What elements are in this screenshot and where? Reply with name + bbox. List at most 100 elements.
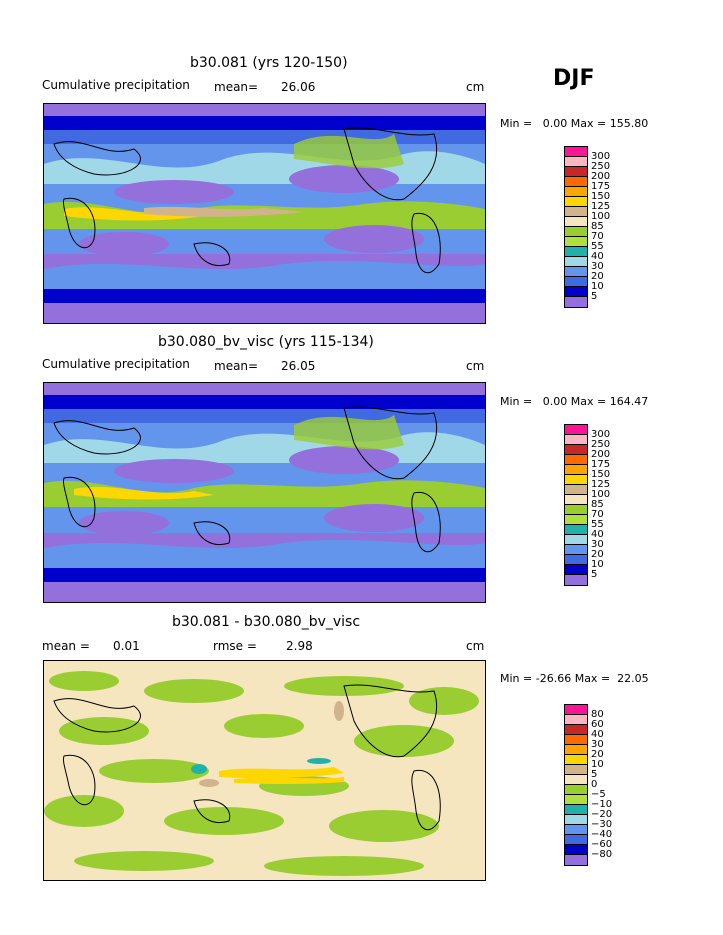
- panel-3-title: b30.081 - b30.080_bv_visc: [172, 614, 361, 630]
- colorbar-tick-label: 5: [591, 291, 598, 302]
- colorbar-swatch: [565, 705, 587, 715]
- colorbar-swatch: [565, 535, 587, 545]
- panel-3-difference-map: [43, 660, 486, 881]
- colorbar-tick-label: 30: [591, 739, 604, 750]
- panel-1-colorbar-labels: 300 250 200 175 150 125 100 85 70 55 40 30 20 10 5: [591, 152, 610, 302]
- panel-3-mean-value: 0.01: [113, 639, 140, 653]
- colorbar-swatch: [565, 765, 587, 775]
- panel-1-min-label: Min =: [500, 117, 533, 130]
- panel-1-colorbar: [564, 146, 588, 308]
- colorbar-swatch: [565, 775, 587, 785]
- panel-1-mean-value: 26.06: [281, 80, 316, 94]
- colorbar-swatch: [565, 805, 587, 815]
- colorbar-swatch: [565, 785, 587, 795]
- panel-1-precip-map: [43, 103, 486, 324]
- panel-1-mean-label: mean=: [214, 80, 259, 94]
- panel-3-max-label: Max =: [574, 672, 611, 685]
- panel-3-max-value: 22.05: [617, 672, 649, 685]
- colorbar-swatch: [565, 795, 587, 805]
- panel-1-max-value: 155.80: [609, 117, 649, 130]
- colorbar-swatch: [565, 297, 587, 307]
- panel-3-rmse-label: rmse =: [213, 639, 257, 653]
- panel-2-min-max: Min = 0.00 Max = 164.47: [500, 395, 648, 408]
- colorbar-swatch: [565, 287, 587, 297]
- colorbar-swatch: [565, 735, 587, 745]
- panel-3-min-value: -26.66: [535, 672, 572, 685]
- colorbar-tick-label: 60: [591, 719, 604, 730]
- colorbar-swatch: [565, 167, 587, 177]
- colorbar-tick-label: 200: [591, 449, 611, 460]
- colorbar-swatch: [565, 715, 587, 725]
- colorbar-tick-label: 100: [591, 489, 611, 500]
- colorbar-tick-label: 30: [591, 539, 604, 550]
- colorbar-swatch: [565, 575, 587, 585]
- colorbar-swatch: [565, 815, 587, 825]
- colorbar-swatch: [565, 237, 587, 247]
- colorbar-swatch: [565, 725, 587, 735]
- colorbar-tick-label: 55: [591, 519, 604, 530]
- panel-1-field-label: Cumulative precipitation: [42, 78, 190, 92]
- colorbar-swatch: [565, 277, 587, 287]
- panel-2-mean-label: mean=: [214, 359, 259, 373]
- colorbar-swatch: [565, 455, 587, 465]
- panel-2-title: b30.080_bv_visc (yrs 115-134): [158, 334, 374, 350]
- panel-2-colorbar: [564, 424, 588, 586]
- colorbar-tick-label: 55: [591, 241, 604, 252]
- colorbar-swatch: [565, 217, 587, 227]
- panel-2-field-label: Cumulative precipitation: [42, 357, 190, 371]
- colorbar-swatch: [565, 197, 587, 207]
- panel-1-units: cm: [466, 80, 485, 94]
- colorbar-swatch: [565, 565, 587, 575]
- colorbar-swatch: [565, 187, 587, 197]
- colorbar-tick-label: 40: [591, 729, 604, 740]
- colorbar-swatch: [565, 147, 587, 157]
- colorbar-swatch: [565, 267, 587, 277]
- colorbar-tick-label: −30: [591, 819, 613, 830]
- colorbar-tick-label: 20: [591, 271, 604, 282]
- colorbar-tick-label: 150: [591, 191, 611, 202]
- colorbar-tick-label: 10: [591, 559, 604, 570]
- panel-3-min-max: Min = -26.66 Max = 22.05: [500, 672, 649, 685]
- colorbar-swatch: [565, 495, 587, 505]
- panel-2-units: cm: [466, 359, 485, 373]
- colorbar-swatch: [565, 485, 587, 495]
- colorbar-tick-label: 125: [591, 201, 611, 212]
- colorbar-tick-label: 80: [591, 709, 604, 720]
- colorbar-swatch: [565, 445, 587, 455]
- colorbar-tick-label: −40: [591, 829, 613, 840]
- colorbar-tick-label: 85: [591, 499, 604, 510]
- colorbar-tick-label: 175: [591, 181, 611, 192]
- colorbar-swatch: [565, 835, 587, 845]
- colorbar-tick-label: 30: [591, 261, 604, 272]
- panel-2-precip-map: [43, 382, 486, 603]
- panel-2-mean-value: 26.05: [281, 359, 316, 373]
- panel-3-colorbar-labels: 80 60 40 30 20 10 5 0 −5 −10 −20 −30 −40 −60 −80: [591, 710, 612, 860]
- colorbar-swatch: [565, 465, 587, 475]
- colorbar-tick-label: 0: [591, 779, 598, 790]
- panel-2-max-value: 164.47: [609, 395, 649, 408]
- colorbar-tick-label: 20: [591, 549, 604, 560]
- colorbar-swatch: [565, 227, 587, 237]
- colorbar-tick-label: 175: [591, 459, 611, 470]
- colorbar-swatch: [565, 207, 587, 217]
- colorbar-tick-label: −60: [591, 839, 613, 850]
- colorbar-tick-label: 10: [591, 759, 604, 770]
- colorbar-swatch: [565, 247, 587, 257]
- colorbar-tick-label: 20: [591, 749, 604, 760]
- panel-1-max-label: Max =: [570, 117, 607, 130]
- colorbar-swatch: [565, 425, 587, 435]
- colorbar-tick-label: 300: [591, 151, 611, 162]
- colorbar-tick-label: 300: [591, 429, 611, 440]
- colorbar-swatch: [565, 825, 587, 835]
- colorbar-tick-label: 85: [591, 221, 604, 232]
- panel-1-min-value: 0.00: [542, 117, 568, 130]
- colorbar-tick-label: 40: [591, 251, 604, 262]
- panel-3-units: cm: [466, 639, 485, 653]
- colorbar-tick-label: 70: [591, 231, 604, 242]
- colorbar-tick-label: −20: [591, 809, 613, 820]
- colorbar-tick-label: 5: [591, 569, 598, 580]
- colorbar-tick-label: 40: [591, 529, 604, 540]
- colorbar-tick-label: 70: [591, 509, 604, 520]
- panel-2-min-label: Min =: [500, 395, 533, 408]
- panel-1-title: b30.081 (yrs 120-150): [190, 55, 348, 71]
